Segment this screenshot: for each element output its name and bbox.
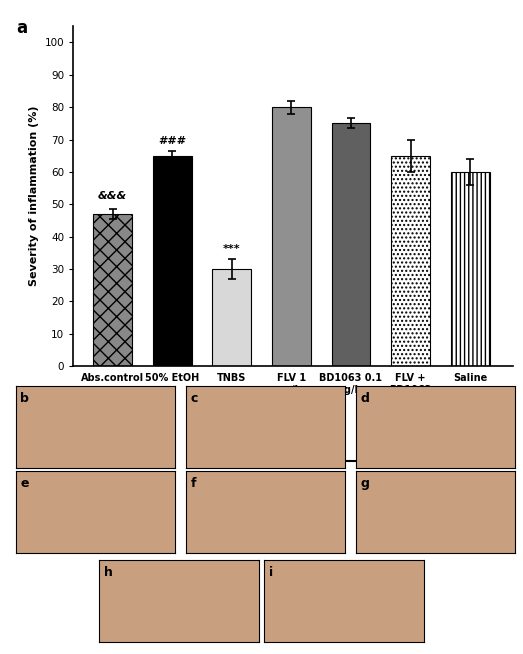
Text: ***: *** — [223, 245, 241, 254]
Text: f: f — [190, 477, 196, 490]
Bar — [272, 107, 311, 366]
Text: TNBS: TNBS — [363, 485, 399, 498]
Text: b: b — [20, 392, 29, 405]
Text: e: e — [20, 477, 29, 490]
Bar — [391, 156, 430, 366]
Bar — [451, 172, 490, 366]
Text: ###: ### — [158, 136, 186, 146]
Text: g: g — [360, 477, 369, 490]
Text: h: h — [104, 566, 113, 579]
Text: a: a — [16, 20, 27, 37]
Bar — [153, 156, 191, 366]
Text: c: c — [190, 392, 198, 405]
Bar — [332, 124, 370, 366]
Bar — [93, 214, 132, 366]
Text: &&&: &&& — [98, 191, 127, 201]
Y-axis label: Severity of inflammation (%): Severity of inflammation (%) — [29, 106, 39, 286]
Bar — [212, 269, 251, 366]
Text: d: d — [360, 392, 369, 405]
Text: i: i — [269, 566, 273, 579]
